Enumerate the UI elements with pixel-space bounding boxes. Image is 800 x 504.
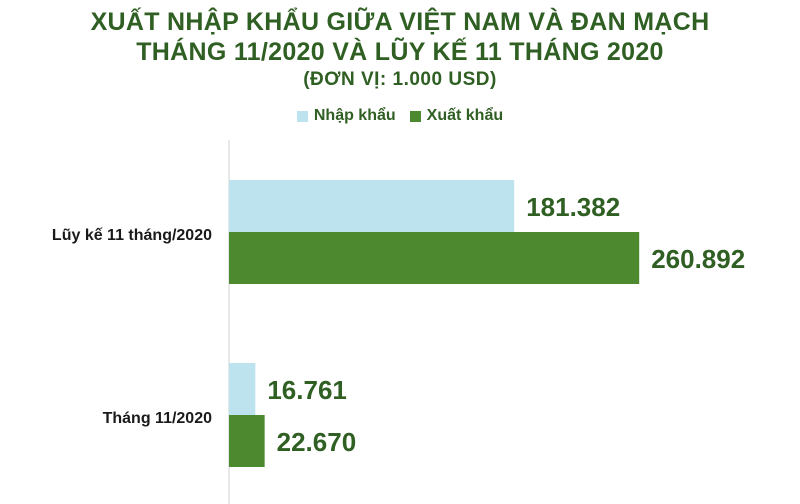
chart-subtitle: (ĐƠN VỊ: 1.000 USD)	[303, 69, 497, 90]
data-label: 22.670	[277, 427, 357, 457]
category-label: Lũy kế 11 tháng/2020	[52, 227, 212, 244]
legend-swatch-export	[409, 110, 421, 122]
legend-label-import: Nhập khẩu	[313, 107, 396, 124]
data-label: 16.761	[267, 375, 347, 405]
category-label: Tháng 11/2020	[103, 410, 212, 427]
chart-title-line-2: THÁNG 11/2020 VÀ LŨY KẾ 11 THÁNG 2020	[136, 38, 664, 66]
legend-label-export: Xuất khẩu	[426, 107, 504, 124]
legend-item-export: Xuất khẩu	[409, 107, 504, 125]
data-label: 181.382	[526, 192, 620, 222]
bar-export	[229, 232, 640, 284]
bar-import	[229, 180, 515, 232]
chart-legend: Nhập khẩu Xuất khẩu	[0, 107, 800, 125]
legend-swatch-import	[296, 110, 308, 122]
bar-export	[229, 415, 265, 467]
legend-item-import: Nhập khẩu	[296, 107, 396, 125]
data-label: 260.892	[651, 244, 745, 274]
chart-title-line-1: XUẤT NHẬP KHẨU GIỮA VIỆT NAM VÀ ĐAN MẠCH	[90, 8, 710, 36]
bar-import	[229, 363, 256, 415]
